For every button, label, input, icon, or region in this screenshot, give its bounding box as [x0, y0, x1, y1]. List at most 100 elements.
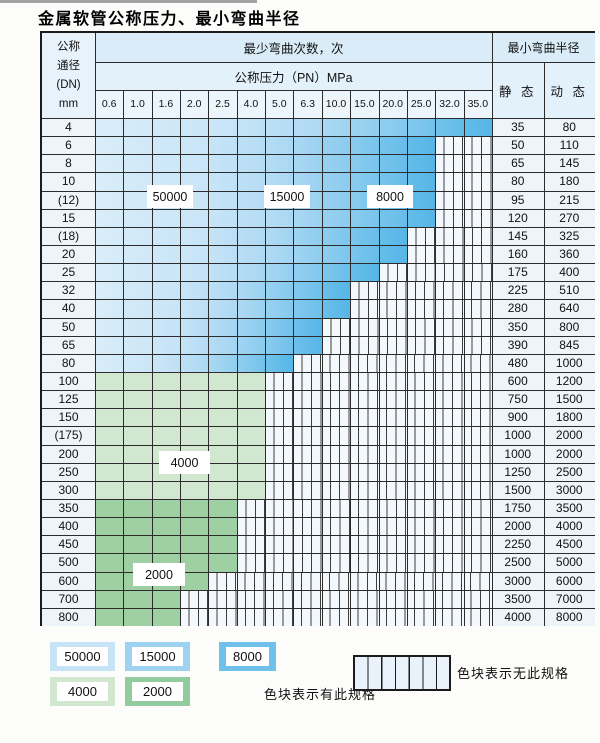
cycle-label: 15000	[264, 185, 310, 208]
dn-cell: 125	[42, 390, 95, 409]
grid-line	[42, 335, 595, 337]
grid-line	[463, 90, 465, 626]
table-row: (18) 145 325	[42, 226, 595, 245]
dn-cell: 40	[42, 299, 95, 318]
dn-cell: 200	[42, 444, 95, 463]
grid-line	[123, 90, 125, 626]
grid-line	[151, 90, 153, 626]
static-value-cell: 600	[492, 371, 544, 391]
dn-cell: 400	[42, 517, 95, 536]
table-row: 600 3000 6000	[42, 571, 595, 590]
no-spec-hatch-span	[321, 317, 492, 336]
spec-colored-span	[95, 607, 181, 626]
grid-line	[42, 136, 595, 138]
legend-swatch-label: 50000	[57, 647, 108, 666]
static-value-cell: 160	[492, 244, 544, 264]
grid-line	[42, 299, 595, 301]
grid-line	[42, 444, 595, 446]
pressure-column-header: 25.0	[406, 90, 436, 118]
grid-line	[492, 33, 493, 626]
pressure-column-header: 4.0	[236, 90, 266, 118]
table-row: (12) 95 215	[42, 190, 595, 209]
table-row: 400 2000 4000	[42, 517, 595, 536]
header-min-bend-radius: 最小弯曲半径	[492, 33, 595, 62]
dn-cell: 450	[42, 535, 95, 554]
header-nominal-diameter: 公称 通径 (DN) mm	[42, 33, 95, 118]
no-spec-hatch-span	[350, 281, 492, 300]
table-row: 700 3500 7000	[42, 589, 595, 608]
grid-line	[42, 607, 595, 609]
table-row: 500 2500 5000	[42, 553, 595, 572]
static-value-cell: 1500	[492, 480, 544, 499]
grid-line	[42, 317, 595, 319]
grid-line	[543, 62, 545, 626]
cycle-label: 2000	[133, 563, 185, 586]
table-row: 25 175 400	[42, 263, 595, 282]
dynamic-value-cell: 510	[543, 281, 595, 300]
no-spec-hatch-sample	[353, 655, 451, 691]
grid-line	[42, 553, 595, 555]
dynamic-value-cell: 215	[543, 190, 595, 209]
grid-line	[42, 462, 595, 464]
grid-line	[293, 90, 295, 626]
header-line: 公称	[57, 40, 80, 53]
pressure-column-header: 10.0	[321, 90, 351, 118]
dynamic-value-cell: 5000	[543, 553, 595, 572]
dn-cell: 300	[42, 480, 95, 499]
static-value-cell: 3500	[492, 589, 544, 608]
no-spec-hatch-span	[236, 535, 492, 554]
static-value-cell: 35	[492, 118, 544, 137]
grid-line	[42, 226, 595, 228]
no-spec-hatch-span	[350, 299, 492, 318]
legend-swatch: 4000	[50, 677, 115, 706]
static-value-cell: 4000	[492, 607, 544, 626]
spec-colored-span	[95, 589, 181, 608]
dynamic-value-cell: 1200	[543, 371, 595, 391]
table-row: 50 350 800	[42, 317, 595, 336]
no-spec-hatch-span	[236, 498, 492, 518]
table-row: 450 2250 4500	[42, 535, 595, 554]
grid-line	[208, 90, 210, 626]
static-value-cell: 900	[492, 408, 544, 427]
dn-cell: 20	[42, 244, 95, 264]
spec-colored-span	[95, 353, 294, 372]
table-row: 100 600 1200	[42, 371, 595, 391]
legend-swatch-label: 8000	[226, 647, 269, 666]
dynamic-value-cell: 1500	[543, 390, 595, 409]
dynamic-value-cell: 800	[543, 317, 595, 336]
grid-line	[350, 90, 352, 626]
static-value-cell: 2000	[492, 517, 544, 536]
dynamic-value-cell: 110	[543, 136, 595, 155]
table-row: 32 225 510	[42, 281, 595, 300]
pressure-column-header: 15.0	[350, 90, 379, 118]
dynamic-value-cell: 6000	[543, 571, 595, 590]
page-title: 金属软管公称压力、最小弯曲半径	[38, 11, 301, 28]
grid-line	[42, 190, 595, 192]
static-value-cell: 1000	[492, 426, 544, 445]
dn-cell: 4	[42, 118, 95, 137]
table-row: 300 1500 3000	[42, 480, 595, 499]
spec-colored-span	[95, 553, 237, 572]
dynamic-value-cell: 270	[543, 208, 595, 227]
static-value-cell: 480	[492, 353, 544, 372]
grid-line	[42, 535, 595, 537]
pressure-column-header: 0.6	[95, 90, 124, 118]
dynamic-value-cell: 2500	[543, 462, 595, 481]
no-spec-hatch-span	[180, 607, 492, 626]
table-row: 125 750 1500	[42, 390, 595, 409]
dynamic-value-cell: 8000	[543, 607, 595, 626]
legend-has-spec-text: 色块表示有此规格	[264, 687, 377, 702]
dn-cell: (175)	[42, 426, 95, 445]
dn-cell: 150	[42, 408, 95, 427]
dynamic-value-cell: 325	[543, 226, 595, 245]
dn-cell: 80	[42, 353, 95, 372]
header-dynamic: 动 态	[543, 62, 595, 118]
dynamic-value-cell: 4500	[543, 535, 595, 554]
header-static: 静 态	[492, 62, 544, 118]
grid-line	[42, 281, 595, 283]
dynamic-value-cell: 1000	[543, 353, 595, 372]
legend-swatch: 15000	[125, 642, 190, 671]
spec-colored-span	[95, 299, 351, 318]
grid-line	[42, 390, 595, 392]
dn-cell: 700	[42, 589, 95, 608]
